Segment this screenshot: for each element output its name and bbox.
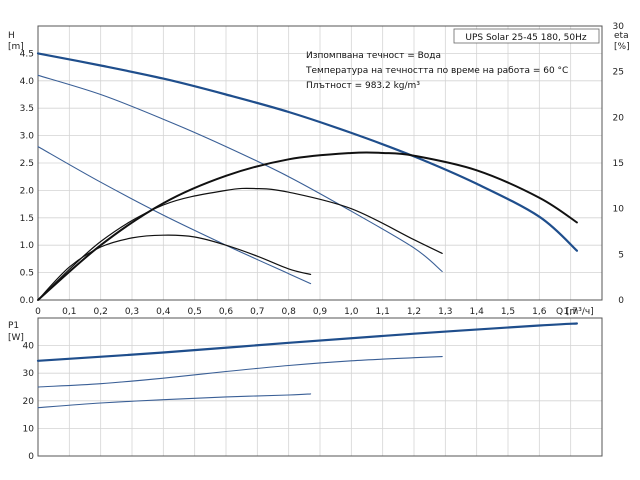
y-tick-label-h: 2.0 (20, 186, 35, 196)
y-tick-label-h: 0.5 (20, 269, 34, 279)
y-tick-label-p1: 20 (23, 397, 35, 407)
y-tick-label-p1: 40 (23, 342, 35, 352)
title-box (453, 28, 600, 44)
tick-labels: 0 0,1 0,2 0,3 0,4 0,5 0,6 0,7 0,8 0,9 1,0 1,1 1,2 1,3… (20, 22, 625, 462)
x-tick-label: 1,3 (438, 307, 452, 317)
x-tick-label: 0 (35, 307, 41, 317)
x-tick-label: 1,6 (532, 307, 547, 317)
power-curve-2 (37, 356, 443, 388)
x-tick-label: 0,9 (313, 307, 328, 317)
y-tick-label-h: 1.5 (20, 214, 34, 224)
y2-axis-unit-eta: [%] (614, 42, 630, 52)
x-axis-label: Q [m³/ч] (556, 307, 594, 317)
y-axis-unit-p1: [W] (8, 333, 24, 343)
x-tick-label: 1,7 (564, 307, 578, 317)
x-tick-label: 1,4 (470, 307, 485, 317)
y-tick-label-h: 2.5 (20, 159, 34, 169)
y-axis-label-h: H (8, 31, 15, 41)
power-curve-1 (36, 322, 578, 362)
head-curve-3 (37, 146, 312, 285)
efficiency-curve-5 (37, 187, 443, 301)
y-tick-label-p1: 0 (28, 452, 34, 462)
x-tick-label: 0,5 (188, 307, 202, 317)
y-tick-label-h: 4.5 (20, 49, 34, 59)
curve-series (36, 52, 578, 409)
y-axis-label-p1: P1 (8, 321, 19, 331)
efficiency-curve-4 (37, 151, 578, 301)
x-tick-label: 1,5 (501, 307, 515, 317)
head-curve-1 (36, 52, 578, 252)
annotation-fluid: Изпомпвана течност = Вода (306, 51, 441, 61)
y-tick-label-p1: 30 (23, 369, 35, 379)
x-tick-label: 0,7 (250, 307, 264, 317)
x-tick-label: 1,0 (344, 307, 359, 317)
x-tick-label: 0,3 (125, 307, 139, 317)
y-axis-unit-h: [m] (8, 42, 24, 52)
x-tick-label: 0,6 (219, 307, 234, 317)
efficiency-curve-6 (37, 234, 312, 301)
chart-title: UPS Solar 25-45 180, 50Hz (465, 33, 587, 43)
y2-tick-label-eta: 30 (613, 22, 625, 32)
x-tick-label: 1,1 (376, 307, 390, 317)
x-tick-label: 0,2 (94, 307, 108, 317)
x-tick-label: 1,2 (407, 307, 421, 317)
y-tick-label-h: 3.5 (20, 104, 34, 114)
y-tick-label-p1: 10 (23, 424, 35, 434)
x-tick-label: 0,4 (156, 307, 171, 317)
y2-tick-label-eta: 0 (618, 296, 624, 306)
x-tick-label: 0,1 (62, 307, 76, 317)
y-tick-label-h: 0.0 (20, 296, 35, 306)
y2-axis-label-eta: eta (614, 31, 629, 41)
annotation-temperature: Температура на течността по време на раб… (305, 66, 568, 76)
y-tick-label-h: 3.0 (20, 132, 35, 142)
x-tick-label: 0,8 (282, 307, 297, 317)
power-curve-3 (37, 393, 312, 409)
y2-tick-label-eta: 25 (613, 68, 624, 78)
y2-tick-label-eta: 20 (613, 113, 625, 123)
annotation-density: Плътност = 983.2 kg/m³ (306, 81, 420, 91)
y2-tick-label-eta: 10 (613, 205, 625, 215)
head-curve-2 (37, 74, 443, 273)
y2-tick-label-eta: 5 (618, 250, 624, 260)
y-tick-label-h: 1.0 (20, 241, 35, 251)
main-plot-frame (37, 25, 603, 301)
y-tick-label-h: 4.0 (20, 77, 35, 87)
y2-tick-label-eta: 15 (613, 159, 624, 169)
